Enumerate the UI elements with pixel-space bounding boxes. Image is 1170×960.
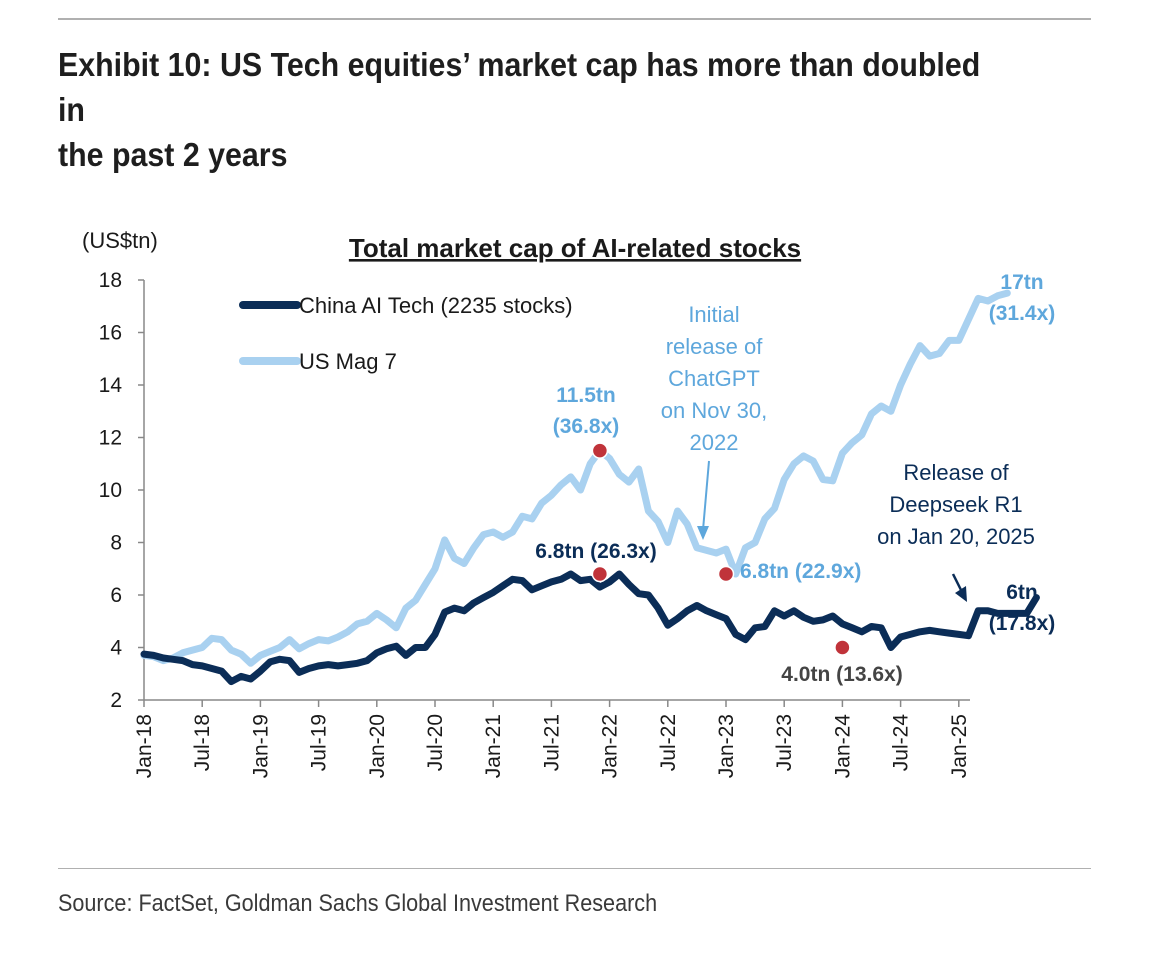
x-tick-label: Jul-24 xyxy=(890,714,913,772)
x-tick-label: Jul-21 xyxy=(540,714,563,771)
x-tick-label: Jul-22 xyxy=(657,714,680,771)
chatgpt-note-line5: 2022 xyxy=(690,430,739,455)
x-tick-label: Jul-19 xyxy=(308,714,331,771)
us-trough-label: 6.8tn (22.9x) xyxy=(740,560,861,583)
line-chart: 2 4 6 8 10 12 14 16 18 Jan-18 Jul-18 Jan-19 Jul-19 Ja… xyxy=(82,228,1056,778)
y-tick-label: 12 xyxy=(99,427,122,450)
us-peak-label-multiple: (36.8x) xyxy=(553,415,620,438)
top-rule xyxy=(58,18,1091,20)
exhibit-title-line2: the past 2 years xyxy=(58,136,288,173)
us-end-label-value: 17tn xyxy=(1000,271,1043,294)
bottom-rule xyxy=(58,868,1091,869)
chart-title: Total market cap of AI-related stocks xyxy=(349,233,801,263)
x-tick-label: Jan-22 xyxy=(599,714,622,778)
legend-label-us: US Mag 7 xyxy=(299,349,397,374)
deepseek-note-line3: on Jan 20, 2025 xyxy=(877,524,1035,549)
chatgpt-arrow-line xyxy=(702,460,710,531)
chatgpt-annotation: Initial release of ChatGPT on Nov 30, 20… xyxy=(661,302,767,540)
marker-point xyxy=(591,565,609,583)
series-line-china-ai-tech xyxy=(140,570,1040,686)
x-tick-label: Jan-18 xyxy=(133,714,156,778)
x-tick-label: Jan-23 xyxy=(715,714,738,778)
us-peak-label-value: 11.5tn xyxy=(556,384,616,407)
marker-point xyxy=(717,565,735,583)
chatgpt-note-line1: Initial xyxy=(688,302,739,327)
x-tick-label: Jul-23 xyxy=(773,714,796,771)
chatgpt-note-line4: on Nov 30, xyxy=(661,398,767,423)
x-tick-label: Jan-19 xyxy=(249,714,272,778)
us-end-label-multiple: (31.4x) xyxy=(989,302,1056,325)
exhibit-title-line1: Exhibit 10: US Tech equities’ market cap… xyxy=(58,46,981,128)
chatgpt-note-line3: ChatGPT xyxy=(668,366,760,391)
x-tick-label: Jul-20 xyxy=(424,714,447,771)
x-tick-label: Jan-20 xyxy=(366,714,389,778)
y-tick-label: 18 xyxy=(99,269,122,292)
markers xyxy=(591,442,851,656)
china-end-label-multiple: (17.8x) xyxy=(989,612,1056,635)
deepseek-note-line1: Release of xyxy=(903,460,1009,485)
y-tick-label: 4 xyxy=(110,637,122,660)
deepseek-arrow-head-icon xyxy=(955,586,967,602)
china-trough-label: 4.0tn (13.6x) xyxy=(781,663,902,686)
series-line-us-mag-7 xyxy=(140,289,1011,667)
deepseek-arrow-line xyxy=(951,573,964,593)
source-note: Source: FactSet, Goldman Sachs Global In… xyxy=(58,890,658,917)
legend: China AI Tech (2235 stocks) US Mag 7 xyxy=(239,293,573,374)
x-tick-label: Jan-25 xyxy=(948,714,971,778)
y-tick-label: 16 xyxy=(99,322,122,345)
legend-label-china: China AI Tech (2235 stocks) xyxy=(299,293,573,318)
deepseek-annotation: Release of Deepseek R1 on Jan 20, 2025 xyxy=(877,460,1035,602)
marker-point xyxy=(834,639,851,656)
y-axis-unit: (US$tn) xyxy=(82,228,158,253)
china-end-label-value: 6tn xyxy=(1006,581,1038,604)
x-tick-label: Jan-21 xyxy=(482,714,505,778)
marker-point xyxy=(591,442,609,459)
y-tick-label: 2 xyxy=(110,689,122,712)
y-tick-label: 10 xyxy=(99,479,122,502)
deepseek-note-line2: Deepseek R1 xyxy=(889,492,1022,517)
axes: 2 4 6 8 10 12 14 16 18 Jan-18 Jul-18 Jan-19 Jul-19 Ja… xyxy=(99,269,971,778)
chatgpt-note-line2: release of xyxy=(666,334,764,359)
y-tick-label: 8 xyxy=(110,532,122,555)
exhibit-title: Exhibit 10: US Tech equities’ market cap… xyxy=(58,42,1015,177)
y-tick-label: 14 xyxy=(99,374,123,397)
chatgpt-arrow-head-icon xyxy=(697,526,709,540)
x-tick-label: Jan-24 xyxy=(831,714,854,779)
x-tick-label: Jul-18 xyxy=(191,714,214,771)
y-tick-label: 6 xyxy=(110,584,122,607)
china-peak-label: 6.8tn (26.3x) xyxy=(535,540,656,563)
